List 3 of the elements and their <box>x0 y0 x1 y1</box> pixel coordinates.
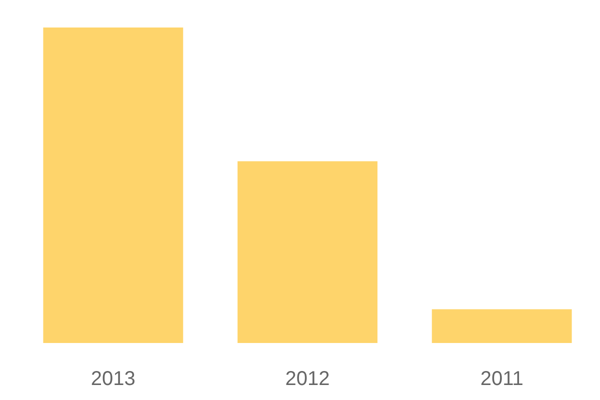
x-tick-label: 2011 <box>480 368 524 390</box>
x-tick-label: 2013 <box>90 368 136 390</box>
x-tick-label: 2012 <box>285 368 330 390</box>
